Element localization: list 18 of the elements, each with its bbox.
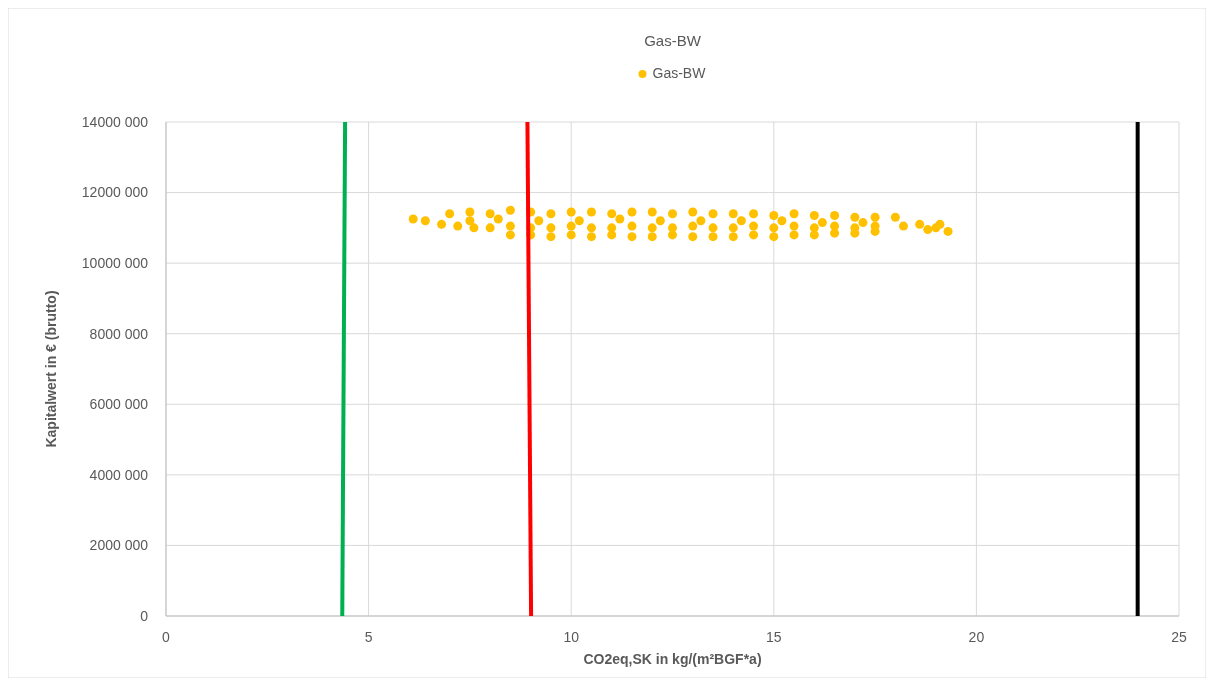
y-tick-label: 14000 000 bbox=[81, 113, 149, 130]
x-tick-label: 25 bbox=[1171, 629, 1187, 645]
y-tick-label: 6000 000 bbox=[89, 396, 149, 413]
x-tick-label: 5 bbox=[364, 629, 373, 645]
y-tick-label: 2000 000 bbox=[89, 537, 149, 554]
y-tick-label: 12000 000 bbox=[81, 184, 149, 201]
y-tick-label: 8000 000 bbox=[89, 325, 149, 342]
y-tick-label: 4000 000 bbox=[89, 466, 149, 483]
y-tick-label: 0 bbox=[140, 607, 149, 624]
y-axis-title: Kapitalwert in € (brutto) bbox=[43, 290, 59, 448]
chart-title: Gas-BW bbox=[644, 32, 702, 49]
legend-label: Gas-BW bbox=[652, 65, 707, 81]
x-tick-label: 0 bbox=[162, 629, 171, 645]
x-tick-label: 15 bbox=[766, 629, 782, 645]
x-axis-title: CO2eq,SK in kg/(m²BGF*a) bbox=[583, 651, 762, 667]
y-tick-label: 10000 000 bbox=[81, 255, 149, 272]
x-tick-label: 10 bbox=[563, 629, 580, 645]
x-tick-label: 20 bbox=[968, 629, 985, 645]
